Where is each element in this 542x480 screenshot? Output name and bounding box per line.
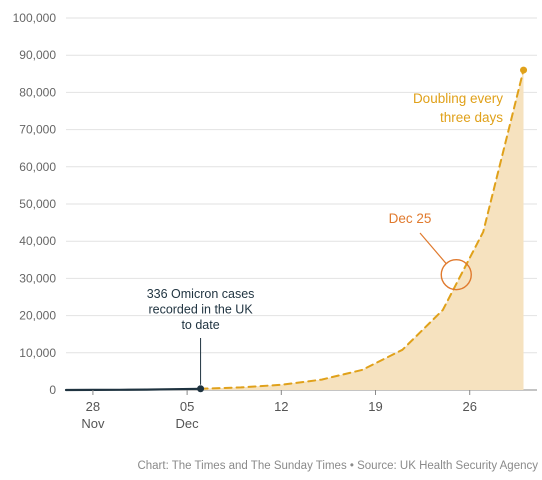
y-tick-label: 100,000 [13, 11, 57, 25]
x-tick-sublabel: Dec [176, 416, 200, 431]
projected-cases-line [199, 69, 525, 390]
current-cases-point [197, 385, 205, 393]
annotation-text: recorded in the UK [148, 303, 253, 317]
series-lines [64, 69, 525, 392]
annotation-text: to date [181, 318, 219, 332]
y-tick-label: 40,000 [19, 234, 56, 248]
x-tick-label: 19 [368, 399, 382, 414]
y-tick-label: 70,000 [19, 123, 56, 137]
x-axis-ticks: 28 Nov 05 Dec 12 19 26 [81, 390, 477, 431]
dec25-label: Dec 25 [389, 211, 432, 226]
dec25-circle [440, 258, 472, 291]
x-tick-label: 28 [86, 399, 100, 414]
gridlines [66, 17, 537, 391]
source-note: Chart: The Times and The Sunday Times • … [137, 460, 538, 472]
projection-end-point [520, 66, 528, 74]
y-tick-label: 30,000 [19, 271, 56, 285]
annotation-text: 336 Omicron cases [147, 287, 255, 301]
doubling-label: three days [440, 110, 503, 125]
y-tick-label: 80,000 [19, 85, 56, 99]
x-tick-label: 26 [462, 399, 476, 414]
doubling-label: Doubling every [413, 91, 503, 106]
recorded-cases-line [64, 387, 202, 392]
x-tick-label: 05 [180, 399, 194, 414]
y-tick-label: 20,000 [19, 309, 56, 323]
dec25-leader-line [419, 232, 447, 265]
x-tick-sublabel: Nov [81, 416, 105, 431]
y-axis-ticks: 0 10,000 20,000 30,000 40,000 50,000 60,000 70,… [13, 11, 57, 397]
y-tick-label: 60,000 [19, 160, 56, 174]
y-tick-label: 90,000 [19, 48, 56, 62]
y-tick-label: 0 [49, 383, 56, 397]
x-tick-label: 12 [274, 399, 288, 414]
y-tick-label: 10,000 [19, 346, 56, 360]
y-tick-label: 50,000 [19, 197, 56, 211]
